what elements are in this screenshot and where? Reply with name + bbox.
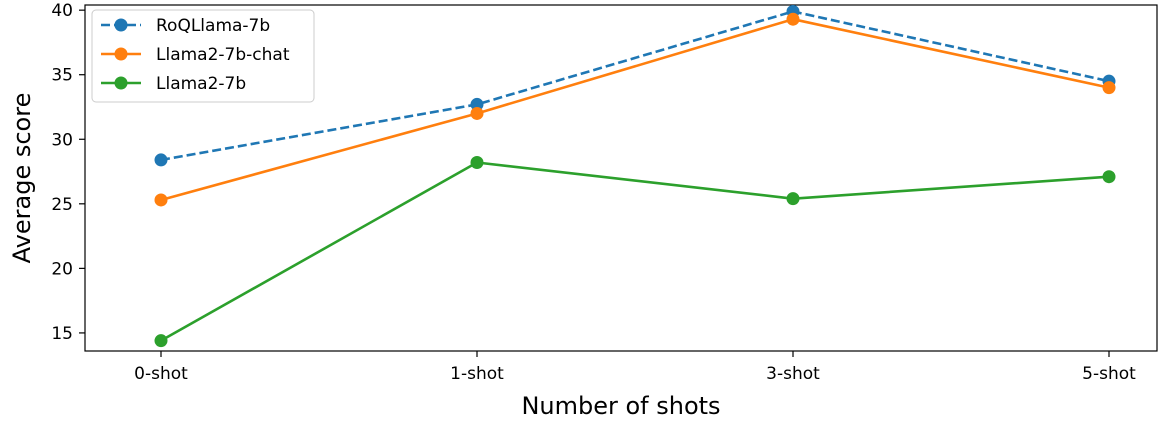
- data-point: [470, 156, 484, 170]
- x-tick-label: 0-shot: [134, 364, 188, 384]
- legend-label: RoQLlama-7b: [156, 16, 270, 36]
- legend-box: [91, 9, 315, 103]
- data-point: [470, 106, 484, 120]
- data-point: [786, 192, 800, 206]
- x-tick-label: 3-shot: [766, 364, 820, 384]
- data-point: [786, 12, 800, 26]
- legend-label: Llama2-7b: [156, 74, 246, 94]
- x-axis: 0-shot 1-shot 3-shot 5-shot: [134, 351, 1136, 384]
- legend: RoQLlama-7b Llama2-7b-chat Llama2-7b: [91, 9, 315, 103]
- series-line: [160, 161, 1110, 342]
- y-tick-label: 25: [51, 195, 73, 215]
- plot-frame: [84, 4, 1158, 352]
- y-tick-label: 35: [51, 66, 73, 86]
- series-line: [160, 17, 1110, 202]
- data-point: [154, 153, 168, 167]
- x-axis-label: Number of shots: [521, 392, 720, 420]
- y-axis: 15 20 25 30 35 40: [51, 1, 85, 344]
- series-Llama2-7b: [154, 156, 1116, 348]
- x-tick-label: 1-shot: [450, 364, 504, 384]
- y-axis-label: Average score: [8, 93, 36, 264]
- y-tick-label: 20: [51, 259, 73, 279]
- legend-marker: [114, 76, 128, 90]
- data-point: [154, 193, 168, 207]
- data-point: [1102, 81, 1116, 95]
- plot-area: [84, 4, 1158, 352]
- series-layer: [154, 4, 1116, 348]
- legend-marker: [114, 18, 128, 32]
- data-point: [154, 334, 168, 348]
- series-line: [160, 10, 1110, 162]
- series-Llama2-7b-chat: [154, 12, 1116, 207]
- y-tick-label: 15: [51, 324, 73, 344]
- data-point: [470, 97, 484, 111]
- data-point: [1102, 170, 1116, 184]
- y-tick-label: 40: [51, 1, 73, 21]
- legend-marker: [114, 47, 128, 61]
- x-tick-label: 5-shot: [1082, 364, 1136, 384]
- legend-label: Llama2-7b-chat: [156, 45, 290, 65]
- y-tick-label: 30: [51, 130, 73, 150]
